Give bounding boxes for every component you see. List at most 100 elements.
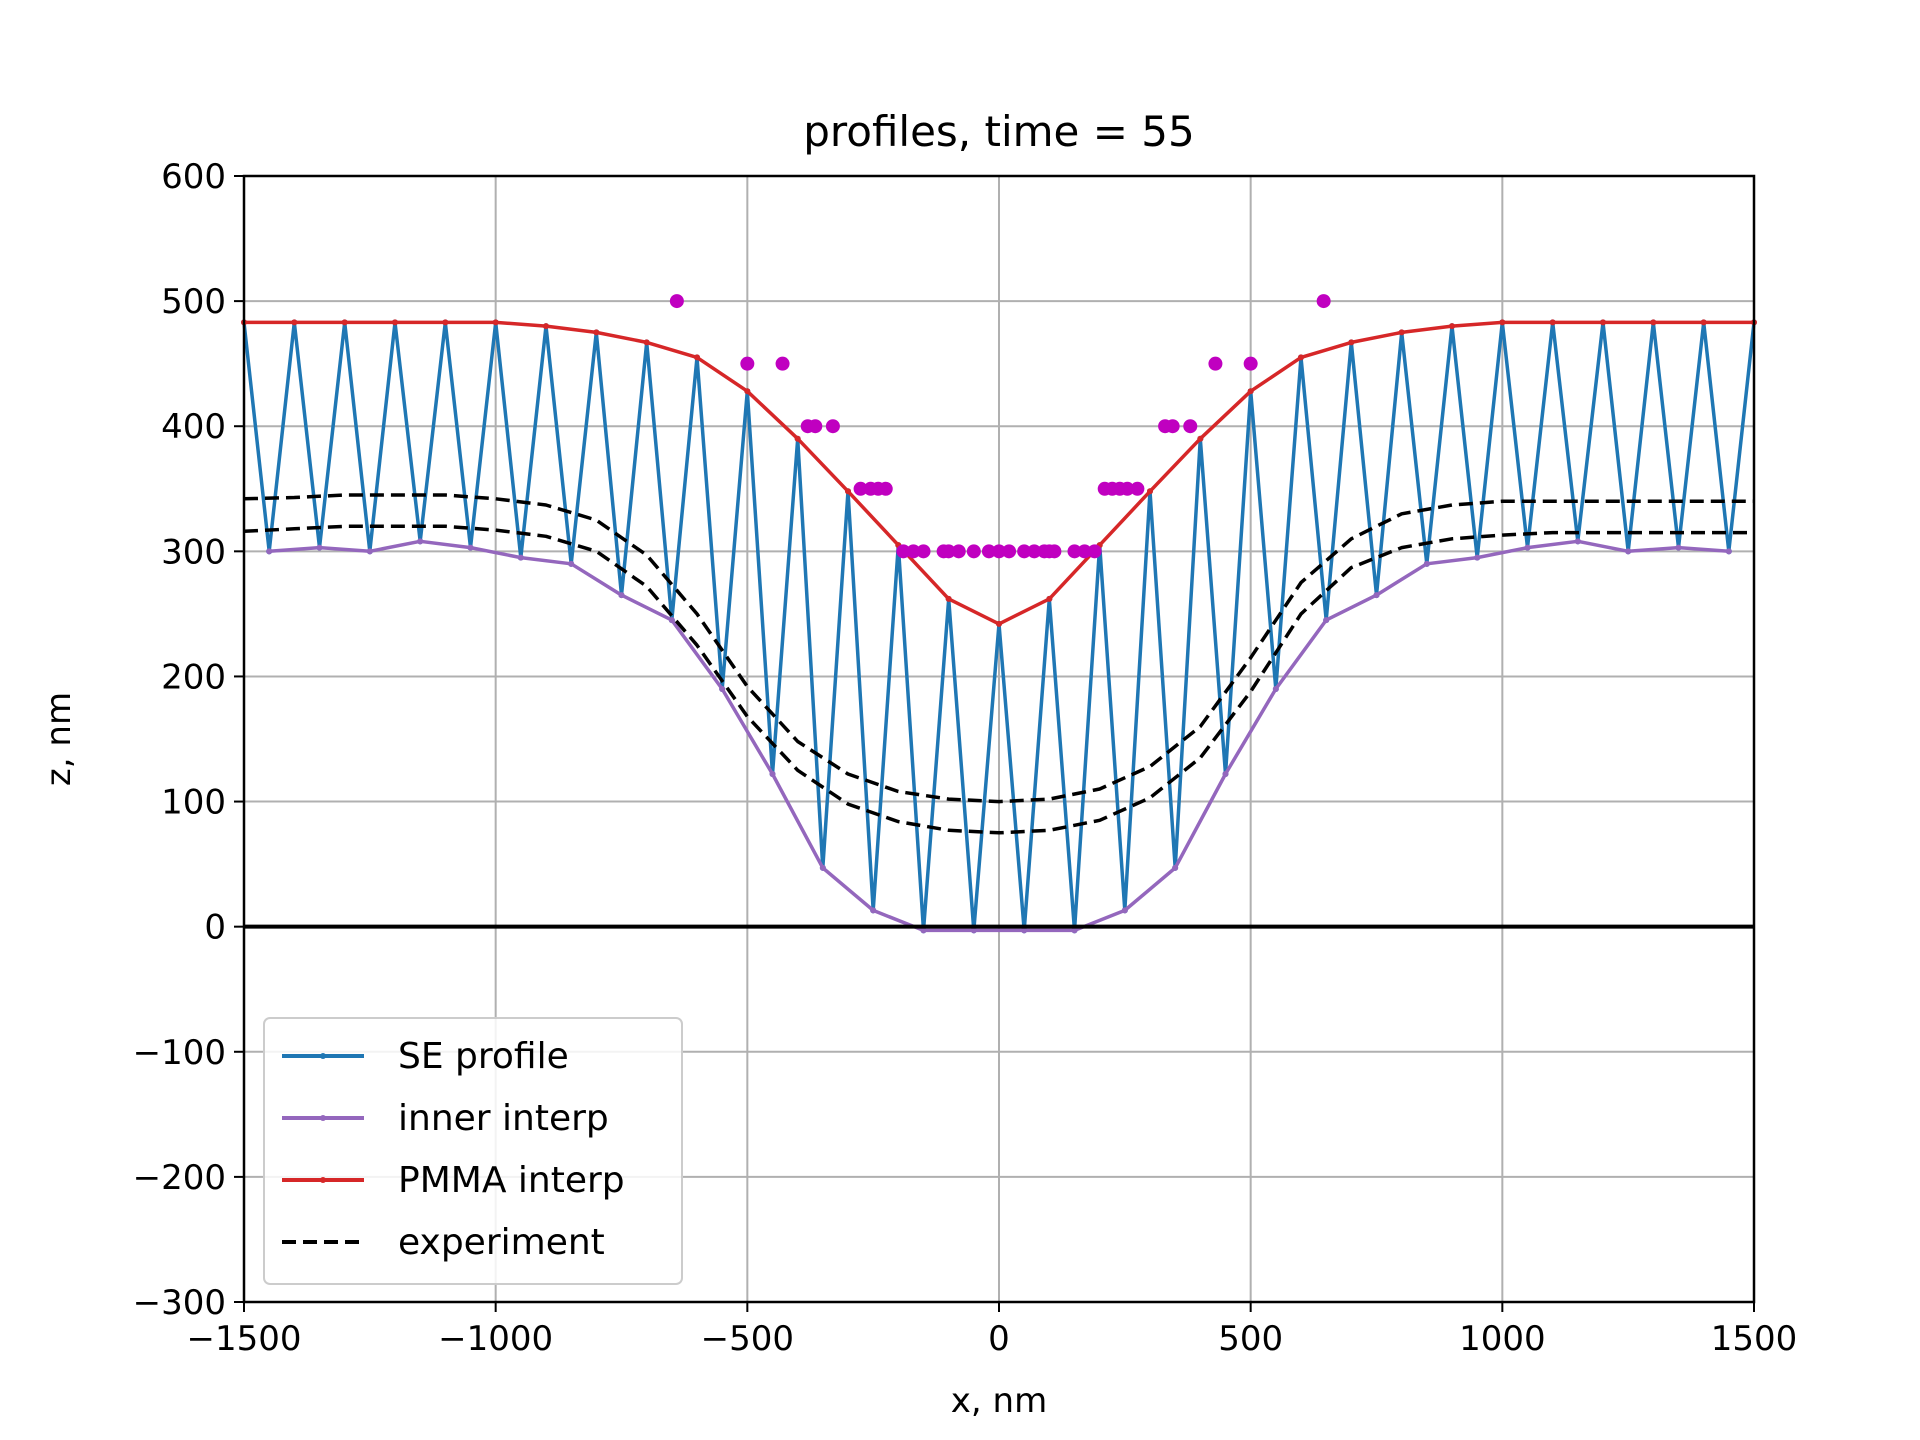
series-point [467,544,474,551]
series-point [1222,771,1229,778]
series-point [1449,323,1455,330]
scatter-point [1243,356,1258,371]
series-point [1398,329,1405,336]
series-point [794,435,801,442]
scatter-point [775,356,790,371]
y-tick-label: −100 [133,1033,226,1073]
scatter-point [878,481,893,496]
y-tick-label: 100 [161,783,226,823]
series-point [392,319,398,326]
y-tick-label: 600 [161,157,226,197]
series-point [1600,319,1606,326]
legend-label: PMMA interp [398,1160,625,1201]
series-line-experiment [243,493,1754,804]
series-point [517,554,524,561]
series-point [618,592,625,599]
series-point [870,907,877,914]
legend: SE profile inner interp PMMA interp experim… [263,1017,683,1285]
y-tick-label: −200 [133,1158,226,1198]
series-point [1197,435,1204,442]
scatter-point [808,419,823,434]
plot-series [241,319,1757,934]
series-point [492,319,499,326]
series-point [1474,554,1481,561]
scatter-point [951,544,966,559]
series-point [845,488,851,495]
series-point [970,927,977,934]
y-tick-label: 400 [161,407,226,447]
x-axis-label: x, nm [951,1381,1047,1421]
scatter-points [669,294,1331,559]
scatter-point [1120,481,1135,496]
series-point [341,319,348,326]
axis-ticks: −1500 −1000 −500 0 500 1000 1500−300−200−10001… [133,157,1798,1359]
scatter-point [1316,294,1331,309]
series-point [1121,907,1128,914]
series-point [719,685,726,692]
x-tick-label: 1500 [1711,1319,1798,1359]
chart-title: profiles, time = 55 [803,107,1194,156]
series-point [366,548,373,555]
scatter-point [1165,419,1180,434]
scatter-point [1130,481,1145,496]
scatter-point [966,544,981,559]
series-point [543,323,549,330]
scatter-point [992,544,1006,559]
series-point [1700,319,1707,326]
x-tick-label: −500 [701,1319,794,1359]
legend-box [263,1017,683,1285]
series-point [568,560,575,567]
series-point [266,548,273,555]
y-tick-label: 500 [161,282,226,322]
scatter-point [896,544,911,559]
series-point [1071,927,1078,934]
scatter-point [1067,544,1082,559]
series-point [1272,685,1279,692]
scatter-point [916,544,931,559]
series-point [668,617,675,624]
y-tick-label: 300 [161,532,226,572]
scatter-point [669,294,684,309]
scatter-point [740,356,755,371]
legend-marker [320,1177,326,1183]
series-point [316,544,323,551]
y-tick-label: 200 [161,657,226,697]
series-point [996,620,1002,627]
x-tick-label: 1000 [1459,1319,1546,1359]
series-point [1574,538,1581,545]
series-point [769,771,776,778]
series-point [1725,548,1732,555]
x-tick-label: −1000 [438,1319,553,1359]
scatter-point [1087,544,1102,559]
series-point [694,354,700,361]
series-point [1625,548,1632,555]
series-point [744,388,751,395]
series-point [417,538,424,545]
scatter-point [906,544,921,559]
series-point [1499,319,1506,326]
scatter-point [1027,544,1042,559]
scatter-point [1047,544,1062,559]
scatter-point [825,419,840,434]
series-point [1247,388,1254,395]
scatter-point [1017,544,1032,559]
series-point [1373,592,1380,599]
series-point [1046,595,1053,602]
scatter-point [1183,419,1198,434]
series-line-experiment-lower [243,524,1754,835]
legend-marker [320,1115,326,1121]
series-point [593,329,600,336]
scatter-point [1077,544,1092,559]
series-point [643,339,650,346]
series-point [920,927,927,934]
series-point [819,864,826,871]
legend-label: inner interp [398,1098,609,1139]
scatter-point [1208,356,1223,371]
series-point [1348,339,1355,346]
series-point [1549,319,1556,326]
y-tick-label: 0 [204,908,226,948]
series-point [1423,560,1430,567]
scatter-point [941,544,956,559]
x-tick-label: 500 [1218,1319,1283,1359]
